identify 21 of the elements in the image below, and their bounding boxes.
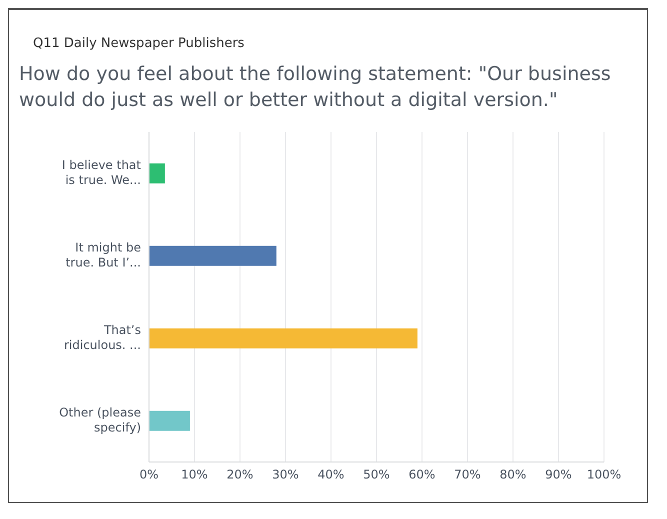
chart-subtitle: How do you feel about the following statement: "Our business would do just as well or better without a digital version.": [19, 62, 612, 113]
x-tick-label: 40%: [318, 468, 344, 482]
bar: [149, 328, 418, 348]
y-tick-label: Other (please specify): [59, 406, 141, 435]
y-tick-label: I believe that is true. We...: [62, 158, 142, 188]
x-tick-label: 30%: [272, 468, 299, 482]
bar: [149, 246, 276, 266]
x-tick-label: 50%: [363, 468, 390, 482]
chart-title: Q11 Daily Newspaper Publishers: [33, 36, 246, 51]
bar: [149, 163, 165, 184]
x-tick-label: 0%: [139, 468, 159, 482]
x-tick-label: 60%: [408, 468, 436, 482]
x-tick-label: 90%: [545, 468, 572, 482]
x-tick-label: 100%: [586, 468, 622, 482]
x-tick-label: 70%: [454, 468, 481, 482]
y-tick-label: It might be true. But I’...: [66, 240, 141, 270]
y-tick-label: That’s ridiculous. ...: [64, 323, 141, 352]
x-tick-label: 20%: [226, 468, 254, 482]
x-tick-label: 10%: [181, 468, 208, 482]
bar: [149, 410, 190, 431]
x-tick-label: 80%: [500, 468, 526, 482]
